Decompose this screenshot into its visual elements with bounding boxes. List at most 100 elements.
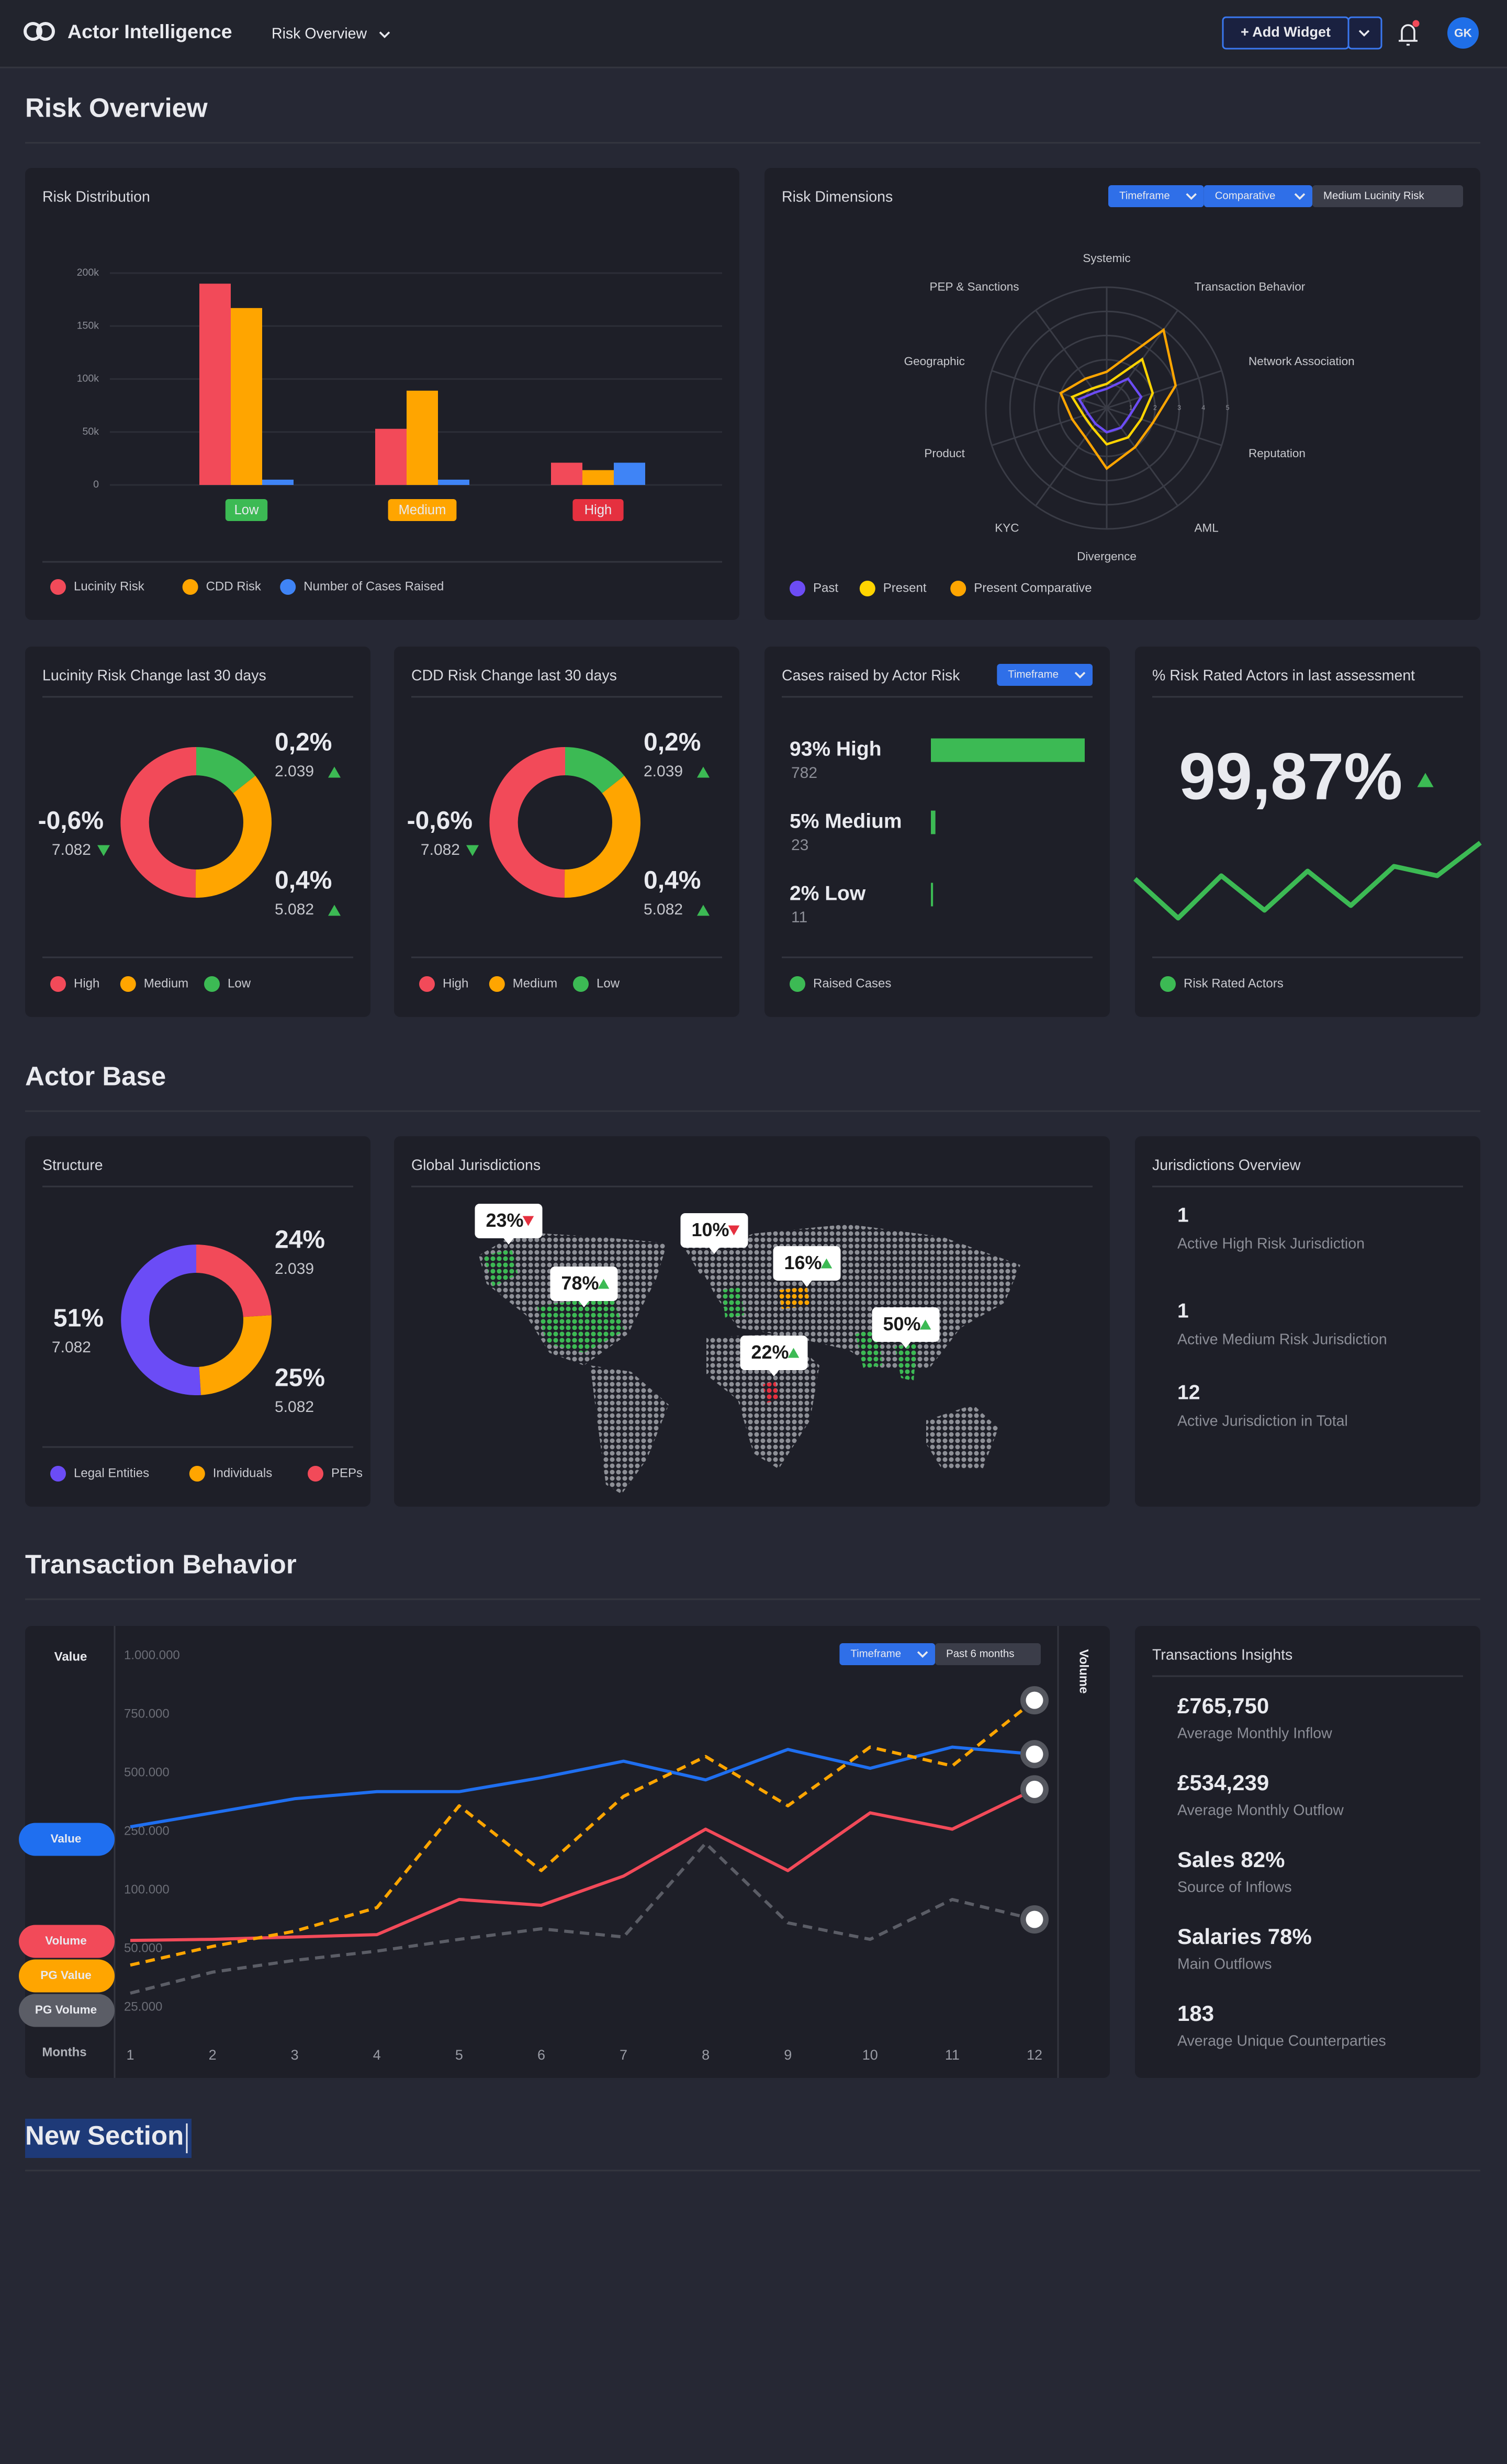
count-label: 7.082 <box>52 841 91 858</box>
x-tick-label: 4 <box>373 2047 381 2063</box>
axis-label: KYC <box>995 522 1019 535</box>
value-label: 0,4% <box>275 867 332 895</box>
legend-pill[interactable] <box>19 1925 115 1958</box>
legend-pill[interactable] <box>19 1994 115 2027</box>
x-tick-label: 11 <box>945 2047 960 2063</box>
value-label: 0,2% <box>275 729 332 756</box>
donut-segment <box>564 775 641 898</box>
line-series <box>130 1745 1035 1828</box>
continent <box>926 1405 998 1469</box>
control-label: Timeframe <box>1008 669 1059 680</box>
callout-pointer <box>899 1340 912 1348</box>
r-tick-label: 5 <box>1225 404 1229 411</box>
y-tick-label: 500.000 <box>124 1765 170 1779</box>
legend-pill[interactable] <box>19 1959 115 1993</box>
x-tick-label: High <box>584 503 612 517</box>
card-title: Jurisdictions Overview <box>1152 1157 1301 1174</box>
legend-swatch <box>573 976 589 992</box>
legend-label: PG Volume <box>35 2003 97 2016</box>
section-title: Actor Base <box>25 1061 166 1091</box>
legend-swatch <box>790 976 805 992</box>
x-tick-label: 1 <box>126 2047 134 2063</box>
axis-label: Reputation <box>1249 447 1306 460</box>
r-tick-label: 4 <box>1201 404 1205 411</box>
control-button[interactable] <box>1312 185 1463 207</box>
legend-label: Value <box>51 1832 82 1845</box>
callout <box>680 1213 748 1248</box>
category-label: 2% Low <box>790 882 866 905</box>
stat-label: Active Medium Risk Jurisdiction <box>1177 1331 1387 1348</box>
stat-label: Average Monthly Outflow <box>1177 1802 1344 1819</box>
control-button[interactable] <box>997 664 1093 686</box>
legend-label: High <box>74 976 99 990</box>
legend-swatch <box>204 976 220 992</box>
x-tick-label: Low <box>234 503 259 517</box>
stat-label: Average Unique Counterparties <box>1177 2033 1386 2050</box>
x-tick-label: 5 <box>455 2047 463 2063</box>
legend-swatch <box>280 579 296 595</box>
donut-segment <box>489 747 565 898</box>
trend-arrow <box>788 1348 800 1358</box>
legend-pill[interactable] <box>19 1823 115 1856</box>
card <box>25 168 739 620</box>
control-button[interactable] <box>1108 185 1204 207</box>
callout <box>550 1267 618 1301</box>
legend-label: Lucinity Risk <box>74 579 145 593</box>
value-label: 24% <box>275 1226 325 1254</box>
control-button[interactable] <box>1204 185 1312 207</box>
y-axis-title: Value <box>54 1649 87 1664</box>
count-label: 5.082 <box>275 901 314 918</box>
nav-menu[interactable]: Risk Overview <box>272 26 367 42</box>
control-button[interactable] <box>839 1643 936 1665</box>
callout <box>773 1246 841 1281</box>
text-selection <box>25 2119 192 2158</box>
control-button[interactable] <box>935 1643 1041 1665</box>
callout-pointer <box>768 1369 780 1376</box>
chevron <box>379 31 390 39</box>
x-tick-label: Medium <box>399 503 446 517</box>
card <box>1135 1626 1480 2078</box>
bar <box>199 284 231 485</box>
donut-segment <box>196 1245 272 1317</box>
line-series <box>130 1788 1036 1942</box>
end-marker-core <box>1026 1911 1043 1928</box>
legend-label: Low <box>597 976 620 990</box>
bar <box>931 810 936 834</box>
add-widget-label: + Add Widget <box>1241 24 1331 40</box>
legend-label: Legal Entities <box>74 1466 149 1480</box>
add-widget-dropdown[interactable] <box>1347 16 1382 50</box>
chevron <box>1074 672 1086 679</box>
legend-swatch <box>859 581 875 596</box>
card-title: Global Jurisdictions <box>411 1157 541 1174</box>
control-label: Past 6 months <box>946 1648 1014 1659</box>
count-label: 5.082 <box>644 901 683 918</box>
callout-label: 16% <box>784 1252 822 1273</box>
card-title: Lucinity Risk Change last 30 days <box>42 668 266 684</box>
y2-axis-title: Volume <box>1077 1649 1091 1694</box>
continent <box>590 1365 669 1494</box>
line-series <box>130 1841 1035 1995</box>
x-tick-label: 9 <box>784 2047 792 2063</box>
card-title: Risk Distribution <box>42 189 150 206</box>
y-tick-label: 25.000 <box>124 1999 162 2014</box>
category-label: 93% High <box>790 738 882 760</box>
trend-arrow <box>697 905 710 916</box>
y-tick-label: 0 <box>93 479 99 490</box>
radar-axis <box>1106 370 1222 409</box>
y-tick-label: 100.000 <box>124 1882 170 1896</box>
r-tick-label: 3 <box>1177 404 1181 411</box>
card-title: Risk Dimensions <box>782 189 893 206</box>
bar <box>407 390 438 485</box>
legend-swatch <box>120 976 136 992</box>
avatar[interactable] <box>1447 17 1479 49</box>
legend-label: Medium <box>144 976 188 990</box>
trend-arrow <box>328 905 341 916</box>
highlight-region <box>722 1287 744 1318</box>
card-title: % Risk Rated Actors in last assessment <box>1152 668 1415 684</box>
notification-bell[interactable] <box>1399 24 1418 46</box>
axis-label: Systemic <box>1083 252 1130 265</box>
stat-label: Active Jurisdiction in Total <box>1177 1413 1348 1430</box>
trend-arrow <box>919 1319 931 1330</box>
